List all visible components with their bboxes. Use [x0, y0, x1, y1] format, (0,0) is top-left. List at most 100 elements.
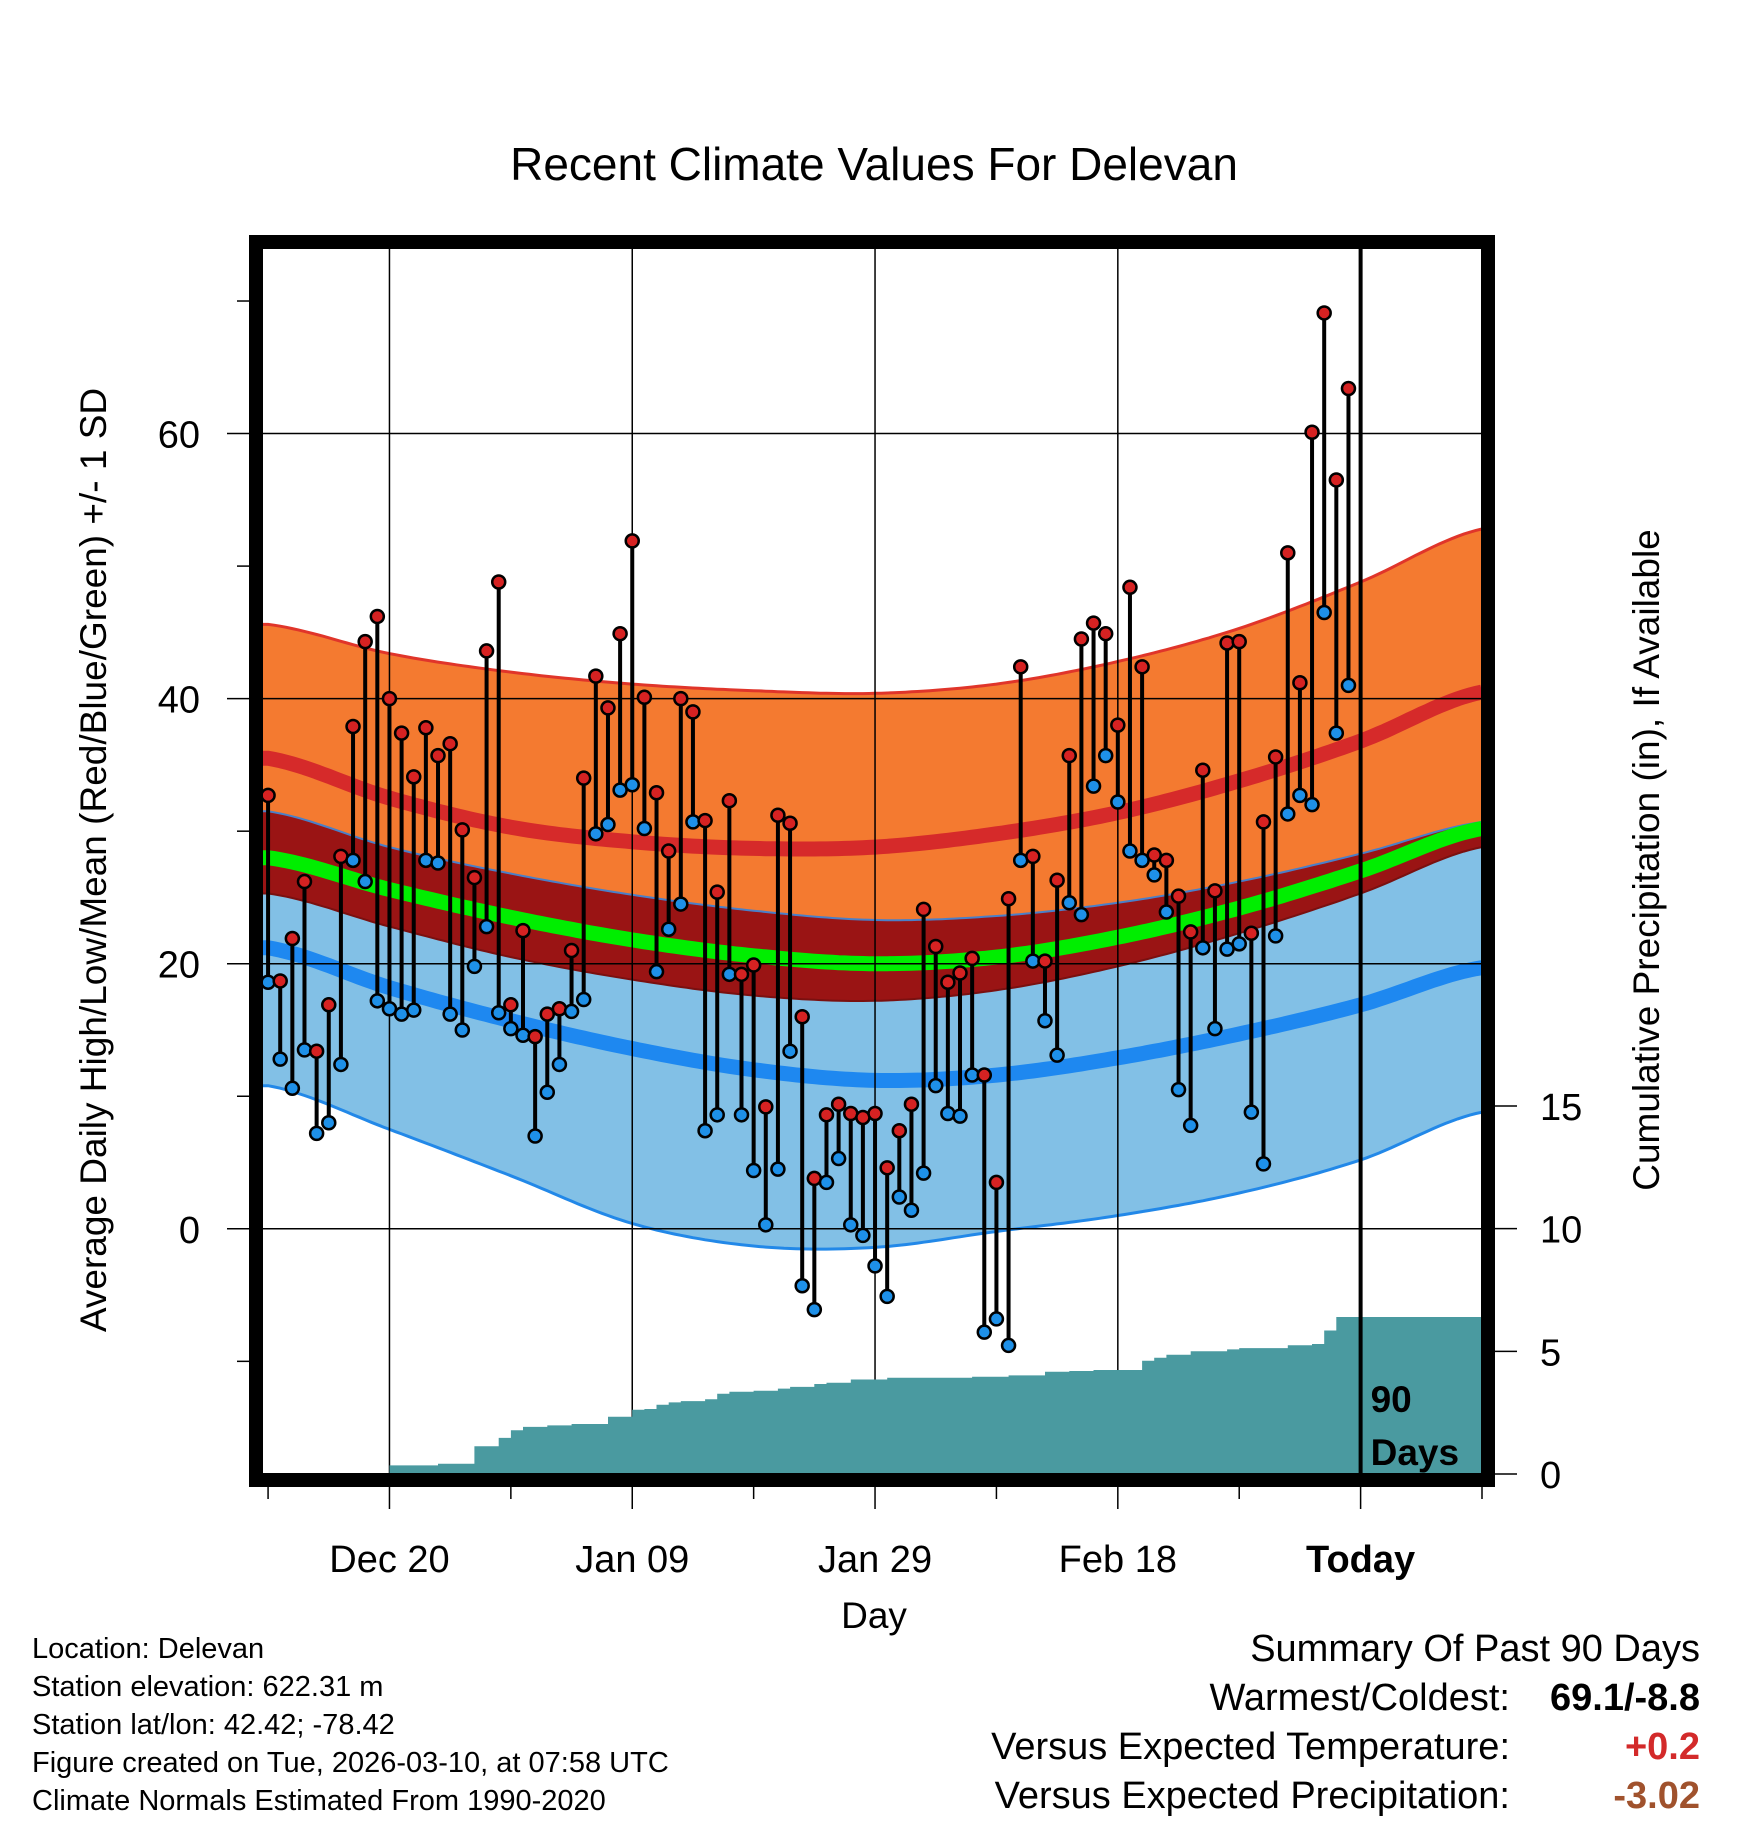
daily-low-point	[418, 852, 434, 869]
warmest-coldest-row: Warmest/Coldest: 69.1/-8.8	[991, 1674, 1700, 1723]
daily-high-point	[758, 1099, 774, 1115]
daily-low-point	[563, 1003, 580, 1020]
daily-high-point	[430, 747, 446, 764]
daily-high-point	[393, 725, 410, 741]
daily-low-point	[976, 1324, 993, 1340]
period-label: 90	[1371, 1379, 1412, 1420]
daily-high-point	[1316, 305, 1332, 321]
daily-high-point	[988, 1174, 1005, 1191]
daily-high-point	[272, 973, 288, 989]
x-axis-label: Day	[841, 1595, 907, 1636]
daily-high-point	[915, 901, 932, 918]
daily-low-point	[490, 1005, 507, 1021]
daily-low-point	[794, 1278, 810, 1294]
daily-high-point	[927, 938, 944, 955]
daily-high-point	[381, 690, 398, 707]
daily-high-point	[636, 689, 653, 706]
x-tick-label: Jan 09	[575, 1539, 689, 1581]
x-tick-label: Feb 18	[1059, 1539, 1177, 1581]
y-tick-label: 60	[158, 415, 200, 457]
daily-low-point	[1267, 928, 1284, 944]
daily-high-point	[879, 1160, 895, 1176]
daily-low-point	[903, 1202, 920, 1218]
summary-panel: Summary Of Past 90 Days Warmest/Coldest:…	[991, 1625, 1700, 1821]
daily-low-point	[806, 1301, 823, 1318]
daily-high-point	[867, 1105, 883, 1122]
daily-high-point	[660, 843, 677, 859]
daily-low-point	[345, 852, 361, 869]
daily-low-point	[891, 1189, 908, 1205]
daily-high-point	[940, 974, 956, 991]
daily-low-point	[1328, 725, 1345, 741]
daily-low-point	[1304, 796, 1320, 813]
y2-tick-label: 10	[1540, 1210, 1582, 1252]
high-sd-band	[262, 529, 1482, 921]
daily-high-point	[952, 965, 968, 981]
daily-low-point	[442, 1006, 458, 1022]
daily-low-point	[1195, 940, 1211, 956]
daily-high-point	[1000, 891, 1017, 907]
elevation-text: Station elevation: 622.31 m	[32, 1671, 384, 1703]
daily-high-point	[321, 997, 337, 1013]
precipitation-area	[268, 1317, 1482, 1474]
y-tick-label: 0	[179, 1210, 200, 1252]
daily-low-point	[1000, 1337, 1017, 1354]
daily-low-point	[1146, 867, 1162, 883]
daily-high-point	[405, 769, 422, 785]
daily-high-point	[1292, 674, 1308, 691]
daily-low-point	[369, 993, 386, 1009]
daily-high-point	[721, 792, 738, 809]
daily-high-point	[1012, 659, 1029, 675]
daily-high-point	[1267, 749, 1284, 765]
daily-low-point	[758, 1217, 774, 1233]
daily-high-point	[1122, 579, 1138, 596]
daily-low-point	[1182, 1117, 1199, 1134]
daily-high-point	[454, 822, 471, 838]
daily-high-point	[685, 704, 701, 720]
daily-low-point	[1037, 1012, 1053, 1029]
y-axis-label: Average Daily High/Low/Mean (Red/Blue/Gr…	[73, 388, 114, 1332]
plot-area: 90 Days 0 20 40 60 0 5 10 15 Dec 20 Jan 09 Jan 29 Feb…	[158, 235, 1582, 1581]
high-plus-sd-line	[262, 527, 1482, 696]
daily-high-point	[1340, 380, 1357, 397]
daily-high-point	[308, 1043, 325, 1059]
daily-low-point	[927, 1077, 944, 1094]
daily-high-point	[976, 1067, 993, 1083]
warmest-label: Warmest/Coldest:	[1209, 1677, 1510, 1719]
daily-low-point	[1243, 1104, 1260, 1120]
daily-low-point	[855, 1227, 871, 1244]
daily-low-point	[697, 1122, 713, 1139]
normal-high-line	[262, 684, 1482, 857]
location-text: Location: Delevan	[32, 1633, 265, 1665]
daily-high-point	[697, 812, 713, 829]
y2-tick-label: 5	[1540, 1332, 1561, 1374]
daily-low-point	[503, 1020, 519, 1037]
daily-high-point	[442, 735, 458, 752]
daily-low-point	[915, 1165, 932, 1181]
daily-high-point	[1243, 925, 1260, 941]
daily-low-point	[1231, 936, 1247, 952]
y-tick-label: 40	[158, 680, 200, 722]
daily-high-point	[1097, 625, 1114, 642]
high-minus-sd-line	[262, 810, 1482, 922]
daily-low-point	[588, 826, 604, 842]
daily-low-point	[1255, 1156, 1272, 1172]
period-label: Days	[1371, 1432, 1459, 1473]
latlon-text: Station lat/lon: 42.42; -78.42	[32, 1709, 395, 1741]
daily-high-point	[903, 1096, 920, 1112]
precip-departure-label: Versus Expected Precipitation:	[994, 1775, 1510, 1817]
daily-low-point	[940, 1105, 956, 1122]
daily-low-point	[1207, 1020, 1223, 1037]
daily-low-point	[988, 1311, 1005, 1327]
daily-low-point	[600, 816, 616, 833]
daily-low-point	[1049, 1047, 1065, 1063]
daily-high-point	[818, 1107, 835, 1123]
daily-low-point	[527, 1128, 543, 1144]
daily-low-point	[539, 1084, 556, 1101]
daily-high-point	[418, 720, 434, 736]
daily-low-point	[284, 1080, 301, 1097]
daily-low-point	[430, 855, 446, 871]
daily-high-point	[345, 718, 361, 735]
temp-departure-label: Versus Expected Temperature:	[991, 1726, 1510, 1768]
